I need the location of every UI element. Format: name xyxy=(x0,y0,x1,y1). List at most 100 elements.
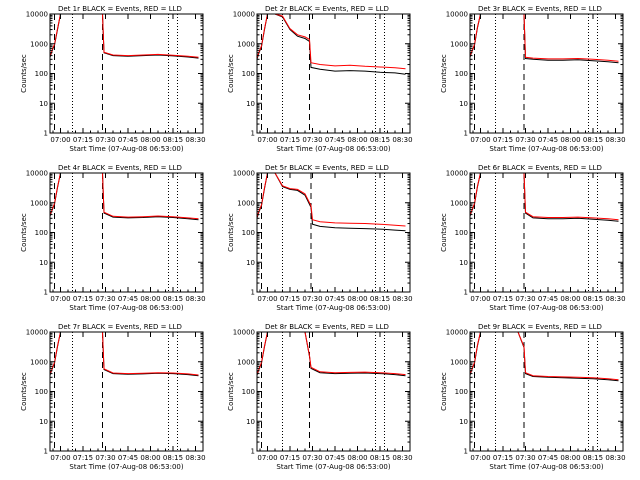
y-tick-label: 10000 xyxy=(446,170,468,178)
y-axis-label: Counts/sec xyxy=(227,54,235,93)
x-tick-label: 07:15 xyxy=(73,454,93,462)
x-tick-label: 08:00 xyxy=(140,454,160,462)
x-tick-label: 08:00 xyxy=(560,295,580,303)
x-tick-label: 08:15 xyxy=(370,454,390,462)
x-tick-label: 07:45 xyxy=(118,136,138,144)
x-tick-label: 07:30 xyxy=(95,454,115,462)
y-tick-label: 10 xyxy=(246,100,255,108)
plot-frame xyxy=(469,13,624,134)
x-tick-label: 08:00 xyxy=(140,295,160,303)
x-tick-label: 07:00 xyxy=(50,295,70,303)
x-tick-label: 07:30 xyxy=(515,295,535,303)
x-tick-label: 08:00 xyxy=(560,136,580,144)
x-tick-label: 07:45 xyxy=(325,136,345,144)
y-tick-label: 1 xyxy=(44,289,48,297)
panel-title: Det 8r BLACK = Events, RED = LLD xyxy=(265,323,389,331)
lld-series-line xyxy=(470,332,619,381)
x-tick-label: 08:15 xyxy=(370,136,390,144)
lld-series-line xyxy=(50,14,199,58)
x-axis-label: Start Time (07-Aug-08 06:53:00) xyxy=(276,304,390,312)
plot-frame xyxy=(469,331,624,452)
x-tick-label: 07:15 xyxy=(280,454,300,462)
y-tick-label: 100 xyxy=(242,70,255,78)
x-tick-label: 08:00 xyxy=(347,454,367,462)
series-group xyxy=(470,14,619,64)
x-tick-label: 07:00 xyxy=(257,295,277,303)
x-tick-label: 08:15 xyxy=(583,454,603,462)
lld-series-line xyxy=(50,173,199,220)
series-group xyxy=(257,332,406,377)
x-tick-label: 07:00 xyxy=(470,295,490,303)
plot-frame xyxy=(469,172,624,293)
y-axis-label: Counts/sec xyxy=(227,372,235,411)
y-tick-label: 1000 xyxy=(237,40,255,48)
y-axis-label: Counts/sec xyxy=(440,213,448,252)
y-tick-label: 10 xyxy=(459,100,468,108)
x-tick-label: 07:30 xyxy=(515,454,535,462)
y-tick-label: 100 xyxy=(242,229,255,237)
x-tick-label: 07:15 xyxy=(493,295,513,303)
panel-title: Det 3r BLACK = Events, RED = LLD xyxy=(478,5,602,13)
y-tick-label: 1 xyxy=(44,130,48,138)
x-tick-label: 07:00 xyxy=(50,136,70,144)
x-axis-label: Start Time (07-Aug-08 06:53:00) xyxy=(69,463,183,471)
x-tick-label: 07:45 xyxy=(325,295,345,303)
panel-title: Det 7r BLACK = Events, RED = LLD xyxy=(58,323,182,331)
y-tick-label: 1000 xyxy=(30,358,48,366)
x-tick-label: 08:15 xyxy=(583,136,603,144)
x-axis-label: Start Time (07-Aug-08 06:53:00) xyxy=(276,145,390,153)
y-tick-label: 1000 xyxy=(450,199,468,207)
x-tick-label: 07:15 xyxy=(493,454,513,462)
detector-panel: 1 10 100 1000 10000 07:00 07:15 07:30 07:45 08:00… xyxy=(440,323,626,471)
x-tick-label: 07:30 xyxy=(302,295,322,303)
detector-panel: 1 10 100 1000 10000 07:00 07:15 07:30 07:45 08:00… xyxy=(227,5,413,153)
y-axis-label: Counts/sec xyxy=(20,213,28,252)
series-group xyxy=(470,173,619,222)
detector-panel: 1 10 100 1000 10000 07:00 07:15 07:30 07:45 08:00… xyxy=(227,323,413,471)
plot-frame xyxy=(256,13,411,134)
x-axis-label: Start Time (07-Aug-08 06:53:00) xyxy=(69,145,183,153)
lld-series-line xyxy=(50,332,199,376)
series-group xyxy=(257,14,406,75)
y-tick-label: 1 xyxy=(251,448,255,456)
y-tick-label: 100 xyxy=(242,388,255,396)
y-axis-label: Counts/sec xyxy=(440,54,448,93)
y-tick-label: 10 xyxy=(39,259,48,267)
detector-panel: 1 10 100 1000 10000 07:00 07:15 07:30 07:45 08:00… xyxy=(20,164,206,312)
x-tick-label: 08:30 xyxy=(392,136,412,144)
x-tick-label: 08:30 xyxy=(185,136,205,144)
x-tick-label: 07:00 xyxy=(257,454,277,462)
lld-series-line xyxy=(257,332,406,376)
y-axis-label: Counts/sec xyxy=(227,213,235,252)
y-axis-label: Counts/sec xyxy=(20,54,28,93)
x-tick-label: 07:15 xyxy=(493,136,513,144)
x-axis-label: Start Time (07-Aug-08 06:53:00) xyxy=(489,304,603,312)
x-tick-label: 07:45 xyxy=(538,295,558,303)
x-tick-label: 08:30 xyxy=(605,295,625,303)
series-group xyxy=(470,332,619,382)
x-tick-label: 07:30 xyxy=(515,136,535,144)
panel-title: Det 4r BLACK = Events, RED = LLD xyxy=(58,164,182,172)
plot-frame xyxy=(49,13,204,134)
x-tick-label: 08:30 xyxy=(185,295,205,303)
x-tick-label: 07:00 xyxy=(470,454,490,462)
series-group xyxy=(257,173,406,232)
detector-panel: 1 10 100 1000 10000 07:00 07:15 07:30 07:45 08:00… xyxy=(440,5,626,153)
series-group xyxy=(50,332,199,377)
panel-title: Det 5r BLACK = Events, RED = LLD xyxy=(265,164,389,172)
x-tick-label: 07:00 xyxy=(470,136,490,144)
y-tick-label: 100 xyxy=(455,388,468,396)
events-series-line xyxy=(470,173,619,222)
y-tick-label: 1000 xyxy=(30,199,48,207)
y-tick-label: 10 xyxy=(39,100,48,108)
y-tick-label: 10 xyxy=(39,418,48,426)
panel-title: Det 1r BLACK = Events, RED = LLD xyxy=(58,5,182,13)
y-tick-label: 10 xyxy=(459,418,468,426)
y-tick-label: 10000 xyxy=(26,170,48,178)
y-tick-label: 1 xyxy=(464,130,468,138)
x-tick-label: 08:15 xyxy=(370,295,390,303)
x-tick-label: 07:45 xyxy=(538,136,558,144)
x-tick-label: 08:30 xyxy=(185,454,205,462)
x-tick-label: 08:15 xyxy=(163,295,183,303)
